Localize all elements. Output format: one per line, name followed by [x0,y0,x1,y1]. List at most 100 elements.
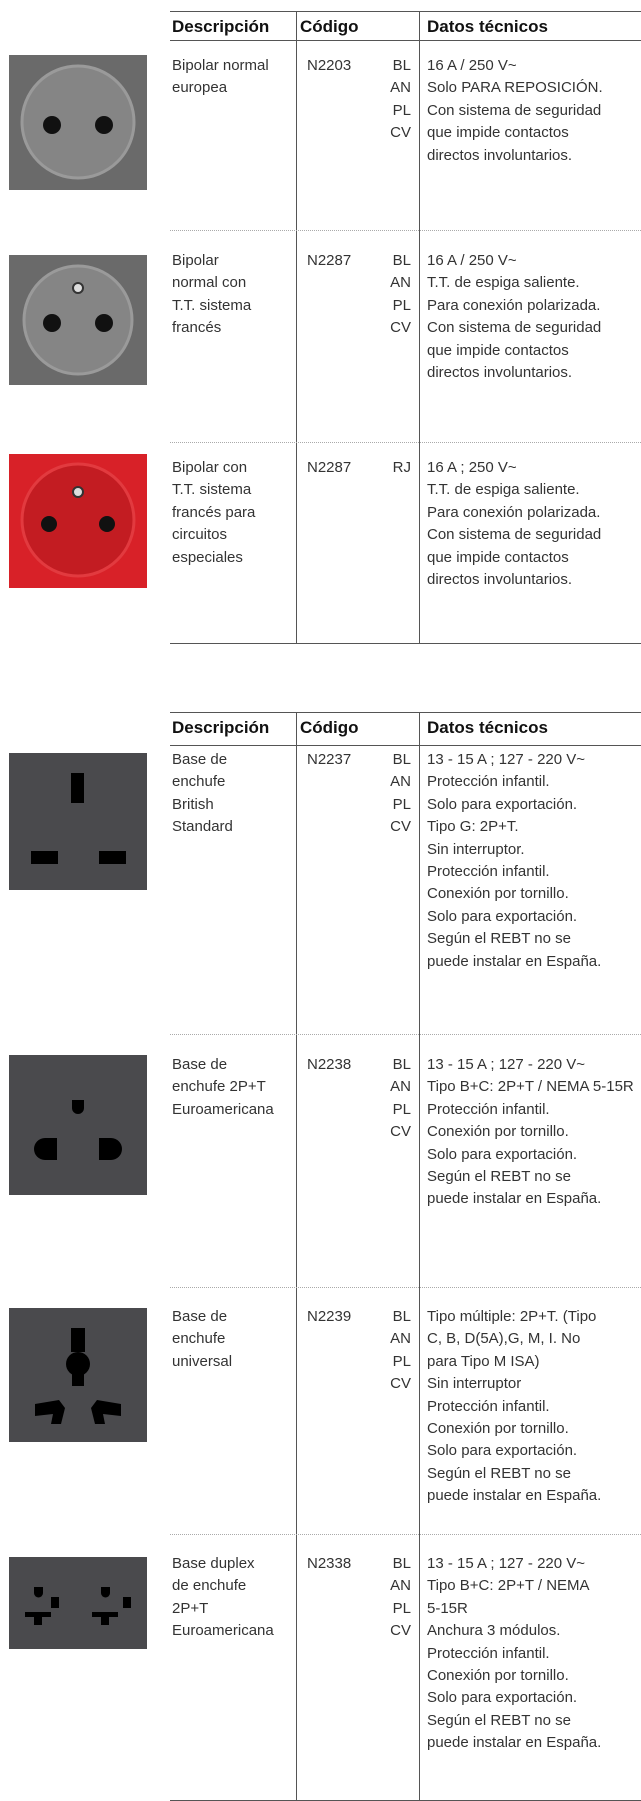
rule [170,745,641,746]
description: T.T. sistema [172,481,252,499]
description: Bipolar normal [172,57,269,74]
color-code: PL [392,101,411,119]
column-header: Código [300,17,359,36]
spec-line: T.T. de espiga saliente. [427,274,580,292]
spec-line: Sin interruptor [427,1375,522,1393]
spec-line: Solo para exportación. [427,1689,578,1707]
column-header: Descripción [172,17,270,36]
code: N2338 [307,1555,352,1572]
spec-line: Según el REBT no se [427,1168,571,1185]
rule [170,712,641,713]
spec-line: Tipo B+C: 2P+T / NEMA [427,1577,590,1595]
spec-line: T.T. de espiga saliente. [427,481,580,499]
spec-line: Tipo B+C: 2P+T / NEMA 5-15R [427,1078,634,1096]
color-code: PL [392,1100,411,1118]
description: universal [172,1352,233,1370]
description: francés para [172,503,256,521]
spec-line: Anchura 3 módulos. [427,1622,561,1640]
spec-line: directos involuntarios. [427,364,573,381]
spec-line: Protección infantil. [427,1100,550,1118]
color-code: CV [390,319,411,337]
description: francés [172,319,222,337]
spec-line: Conexión por tornillo. [427,1667,569,1684]
description: Euroamericana [172,1622,274,1640]
spec-line: Sin interruptor. [427,840,525,858]
product-image [9,753,147,890]
product-image [9,1308,147,1442]
spec-line: Según el REBT no se [427,930,571,948]
description: British [172,795,214,813]
color-code: CV [390,1123,411,1141]
spec-line: C, B, D(5A),G, M, I. No [427,1330,581,1348]
spec-line: Solo PARA REPOSICIÓN. [427,79,603,97]
color-code: AN [390,1330,411,1348]
description: Base duplex [172,1555,255,1572]
spec-line: que impide contactos [427,548,569,566]
spec-line: Conexión por tornillo. [427,885,569,903]
color-code: AN [390,1577,411,1595]
rule [170,40,641,41]
product-image [9,1557,147,1649]
row-separator [170,1034,641,1035]
description: enchufe [172,773,226,791]
spec-line: Protección infantil. [427,773,550,791]
spec-line: Para conexión polarizada. [427,296,601,314]
spec-line: que impide contactos [427,341,569,359]
spec-line: que impide contactos [427,124,569,142]
description: de enchufe [172,1577,247,1595]
code: N2203 [307,57,352,74]
spec-line: Con sistema de seguridad [427,526,602,544]
code: N2287 [307,459,352,476]
spec-line: puede instalar en España. [427,952,602,970]
code: N2287 [307,252,352,269]
color-code: CV [390,1622,411,1640]
spec-line: 13 - 15 A ; 127 - 220 V~ [427,1056,586,1073]
product-image [9,454,147,588]
description: Bipolar con [172,459,248,476]
spec-line: 16 A ; 250 V~ [427,459,517,476]
product-image [9,255,147,385]
spec-line: puede instalar en España. [427,1487,602,1505]
spec-line: Tipo G: 2P+T. [427,818,519,836]
color-code: PL [392,1599,411,1617]
column-rule [296,11,297,643]
color-code: AN [390,773,411,791]
column-header: Descripción [172,718,270,737]
description: enchufe 2P+T [172,1078,266,1096]
color-code: RJ [392,459,411,476]
color-code: CV [390,124,411,142]
spec-line: 16 A / 250 V~ [427,252,517,269]
color-code: PL [392,795,411,813]
description: enchufe [172,1330,226,1348]
product-image [9,1055,147,1195]
spec-line: directos involuntarios. [427,146,573,164]
spec-line: Tipo múltiple: 2P+T. (Tipo [427,1308,597,1325]
color-code: PL [392,1352,411,1370]
spec-line: para Tipo M ISA) [427,1352,540,1370]
spec-line: Para conexión polarizada. [427,503,601,521]
description: Standard [172,818,233,836]
column-rule [419,712,420,1800]
description: especiales [172,548,243,566]
code: N2237 [307,751,352,768]
spec-line: Solo para exportación. [427,1145,578,1163]
spec-line: Según el REBT no se [427,1711,571,1729]
product-image [9,55,147,190]
spec-line: puede instalar en España. [427,1190,602,1208]
description: circuitos [172,526,228,544]
color-code: BL [392,57,411,74]
color-code: BL [392,751,411,768]
description: Base de [172,1308,228,1325]
color-code: AN [390,79,411,97]
spec-line: Solo para exportación. [427,1442,578,1460]
spec-line: Con sistema de seguridad [427,101,602,119]
spec-line: 16 A / 250 V~ [427,57,517,74]
row-separator [170,230,641,231]
spec-line: puede instalar en España. [427,1734,602,1752]
color-code: AN [390,1078,411,1096]
column-header: Datos técnicos [427,17,548,36]
color-code: CV [390,1375,411,1393]
spec-line: Protección infantil. [427,1644,550,1662]
column-rule [296,712,297,1800]
color-code: BL [392,1056,411,1073]
